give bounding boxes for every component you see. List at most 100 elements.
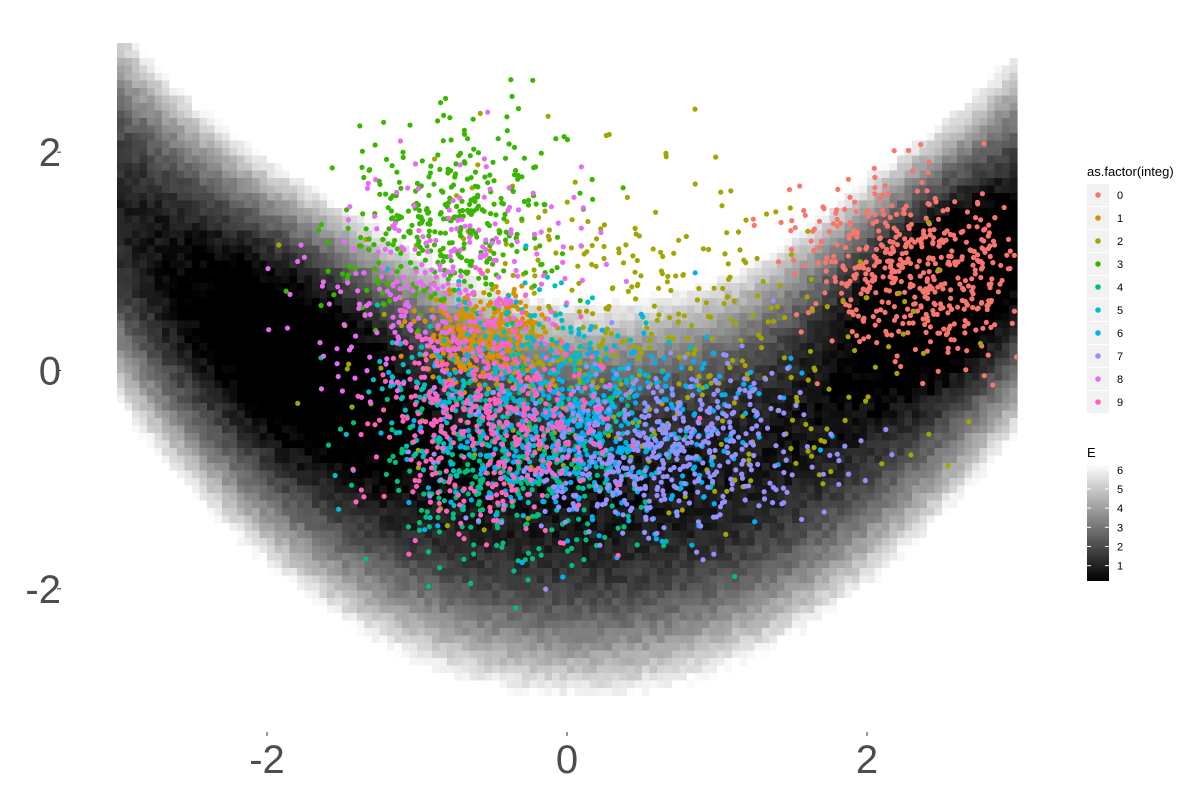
heatmap-cell	[319, 590, 328, 599]
heatmap-cell	[169, 155, 178, 164]
heatmap-cell	[222, 65, 231, 74]
heatmap-cell	[282, 680, 291, 689]
heatmap-cell	[544, 283, 553, 292]
heatmap-cell	[334, 290, 343, 299]
heatmap-cell	[507, 193, 516, 202]
heatmap-cell	[424, 148, 433, 157]
heatmap-cell	[469, 568, 478, 577]
heatmap-cell	[282, 628, 291, 637]
heatmap-cell	[462, 605, 471, 614]
heatmap-cell	[147, 380, 156, 389]
heatmap-cell	[282, 508, 291, 517]
heatmap-cell	[312, 50, 321, 59]
heatmap-cell	[432, 673, 441, 682]
heatmap-cell	[417, 440, 426, 449]
heatmap-cell	[192, 95, 201, 104]
heatmap-cell	[312, 185, 321, 194]
heatmap-cell	[334, 260, 343, 269]
heatmap-cell	[154, 148, 163, 157]
heatmap-cell	[229, 305, 238, 314]
heatmap-cell	[514, 200, 523, 209]
heatmap-cell	[147, 118, 156, 127]
heatmap-cell	[334, 43, 343, 52]
heatmap-cell	[312, 80, 321, 89]
heatmap-cell	[237, 343, 246, 352]
heatmap-cell	[394, 230, 403, 239]
heatmap-cell	[267, 193, 276, 202]
heatmap-cell	[192, 148, 201, 157]
heatmap-cell	[469, 155, 478, 164]
heatmap-cell	[132, 335, 141, 344]
heatmap-cell	[499, 575, 508, 584]
heatmap-cell	[237, 680, 246, 689]
heatmap-cell	[507, 575, 516, 584]
heatmap-cell	[514, 598, 523, 607]
heatmap-cell	[267, 470, 276, 479]
heatmap-cell	[259, 553, 268, 562]
heatmap-cell	[312, 170, 321, 179]
heatmap-cell	[214, 268, 223, 277]
heatmap-cell	[544, 163, 553, 172]
heatmap-cell	[319, 268, 328, 277]
heatmap-cell	[139, 478, 148, 487]
heatmap-cell	[252, 485, 261, 494]
heatmap-cell	[252, 133, 261, 142]
heatmap-cell	[184, 545, 193, 554]
heatmap-cell	[379, 328, 388, 337]
heatmap-cell	[207, 455, 216, 464]
heatmap-cell	[304, 185, 313, 194]
heatmap-cell	[184, 590, 193, 599]
heatmap-cell	[417, 170, 426, 179]
heatmap-cell	[132, 635, 141, 644]
heatmap-cell	[259, 193, 268, 202]
heatmap-cell	[439, 598, 448, 607]
heatmap-cell	[402, 238, 411, 247]
heatmap-cell	[394, 118, 403, 127]
heatmap-cell	[117, 620, 126, 629]
heatmap-cell	[132, 148, 141, 157]
heatmap-cell	[379, 335, 388, 344]
heatmap-cell	[274, 110, 283, 119]
heatmap-cell	[117, 440, 126, 449]
heatmap-cell	[477, 575, 486, 584]
heatmap-cell	[484, 448, 493, 457]
heatmap-cell	[334, 658, 343, 667]
heatmap-cell	[379, 95, 388, 104]
heatmap-cell	[394, 343, 403, 352]
heatmap-cell	[132, 73, 141, 82]
heatmap-cell	[372, 605, 381, 614]
heatmap-cell	[319, 200, 328, 209]
heatmap-cell	[499, 88, 508, 97]
heatmap-cell	[147, 410, 156, 419]
heatmap-cell	[454, 110, 463, 119]
heatmap-cell	[169, 470, 178, 479]
heatmap-cell	[177, 590, 186, 599]
heatmap-cell	[259, 568, 268, 577]
heatmap-cell	[507, 643, 516, 652]
heatmap-cell	[319, 290, 328, 299]
heatmap-cell	[499, 178, 508, 187]
heatmap-cell	[169, 275, 178, 284]
heatmap-cell	[529, 688, 538, 697]
heatmap-cell	[267, 80, 276, 89]
heatmap-cell	[349, 455, 358, 464]
heatmap-cell	[147, 515, 156, 524]
heatmap-cell	[297, 635, 306, 644]
heatmap-cell	[169, 43, 178, 52]
heatmap-cell	[282, 148, 291, 157]
heatmap-cell	[469, 380, 478, 389]
heatmap-cell	[417, 523, 426, 532]
heatmap-cell	[484, 635, 493, 644]
heatmap-cell	[192, 463, 201, 472]
heatmap-cell	[492, 688, 501, 697]
heatmap-cell	[499, 245, 508, 254]
heatmap-cell	[229, 148, 238, 157]
heatmap-cell	[477, 238, 486, 247]
heatmap-cell	[544, 50, 553, 59]
heatmap-cell	[364, 140, 373, 149]
heatmap-cell	[454, 455, 463, 464]
heatmap-cell	[327, 635, 336, 644]
heatmap-cell	[499, 583, 508, 592]
heatmap-cell	[507, 553, 516, 562]
heatmap-cell	[222, 118, 231, 127]
